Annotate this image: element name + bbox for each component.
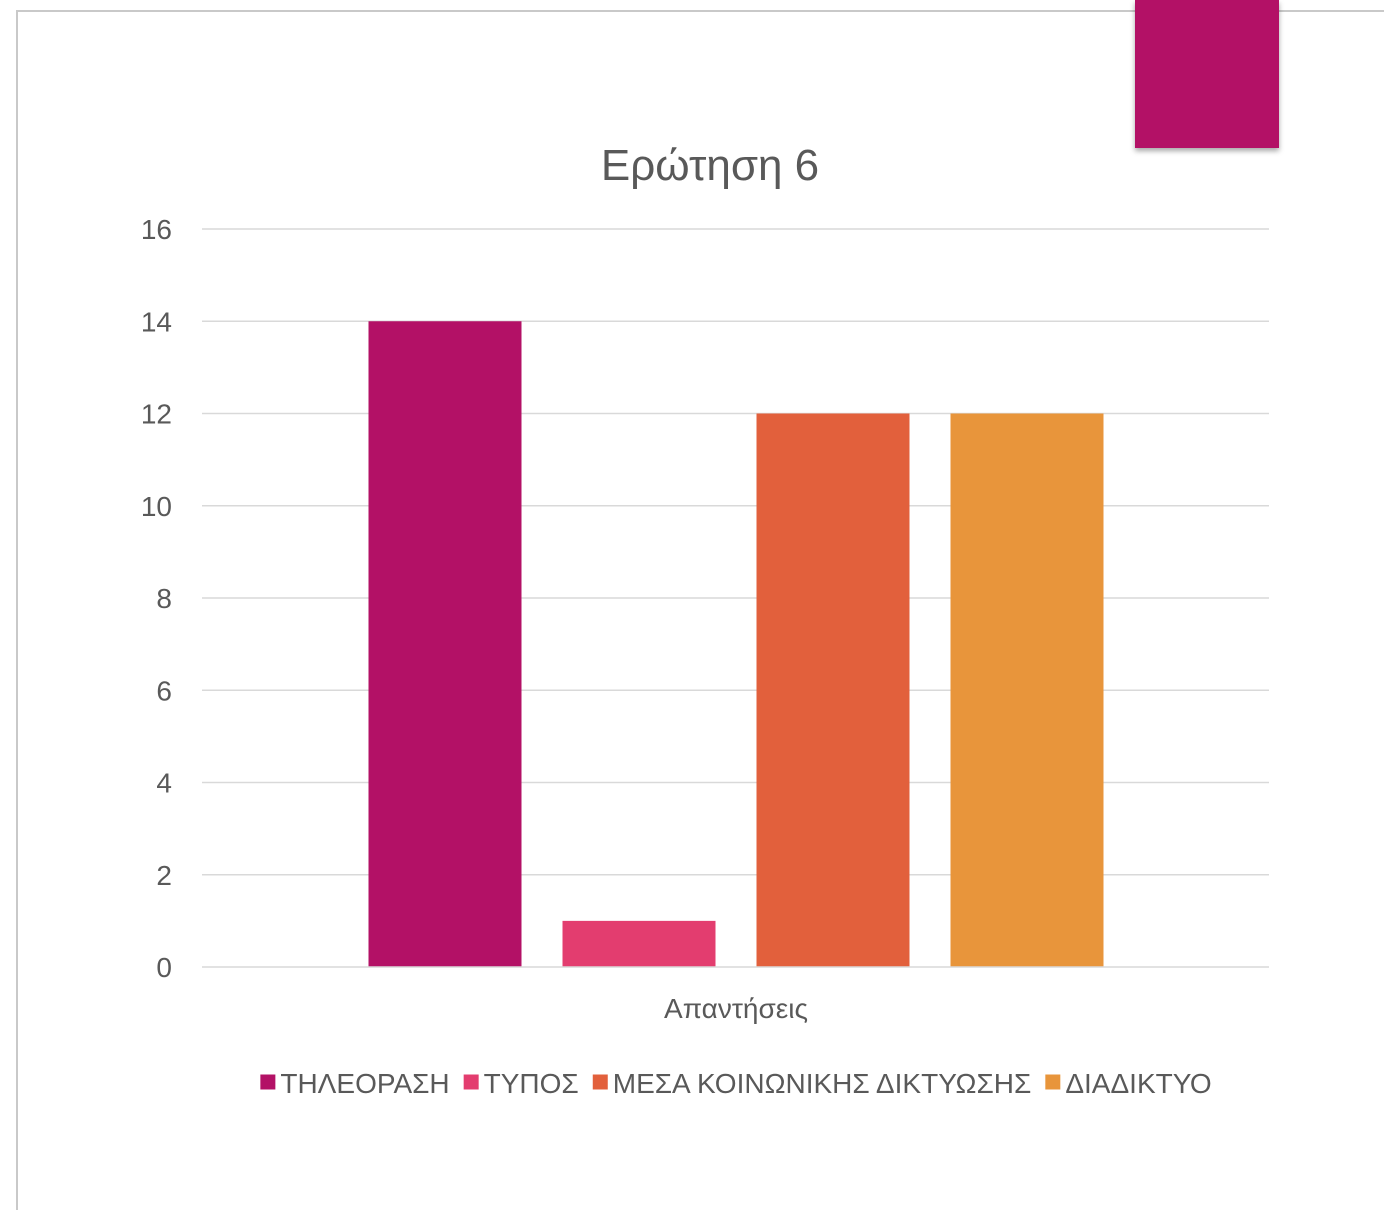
bar-series-4: [950, 413, 1104, 967]
y-tick-label: 12: [141, 399, 172, 430]
y-tick-label: 2: [156, 860, 172, 891]
legend-swatch: [1045, 1074, 1061, 1090]
y-axis-ticks: 0 2 4 6 8 10 12 14 16: [141, 214, 172, 983]
y-tick-label: 6: [156, 675, 172, 706]
y-tick-label: 0: [156, 952, 172, 983]
accent-tab: [1135, 0, 1279, 148]
legend-swatch: [463, 1074, 479, 1090]
legend-swatch: [592, 1074, 608, 1090]
bar-series-3: [756, 413, 910, 967]
y-tick-label: 16: [141, 214, 172, 245]
legend-label: ΔΙΑΔΙΚΤΥΟ: [1065, 1068, 1211, 1099]
slide-frame: [16, 10, 1384, 1210]
y-tick-label: 4: [156, 768, 172, 799]
y-tick-label: 10: [141, 491, 172, 522]
bar-series-2: [562, 920, 716, 967]
x-category-label: Απαντήσεις: [664, 993, 808, 1024]
chart-bars: [368, 321, 1104, 967]
bar-series-1: [368, 321, 522, 967]
y-tick-label: 8: [156, 583, 172, 614]
chart-legend: ΤΗΛΕΟΡΑΣΗ ΤΥΠΟΣ ΜΕΣΑ ΚΟΙΝΩΝΙΚΗΣ ΔΙΚΤΥΩΣΗΣ Δ…: [260, 1068, 1212, 1099]
legend-label: ΤΗΛΕΟΡΑΣΗ: [280, 1068, 449, 1099]
legend-swatch: [260, 1074, 276, 1090]
legend-label: ΜΕΣΑ ΚΟΙΝΩΝΙΚΗΣ ΔΙΚΤΥΩΣΗΣ: [613, 1068, 1032, 1099]
legend-label: ΤΥΠΟΣ: [484, 1068, 579, 1099]
chart-title: Ερώτηση 6: [601, 141, 819, 190]
chart-gridlines: [202, 228, 1269, 876]
y-tick-label: 14: [141, 306, 172, 337]
